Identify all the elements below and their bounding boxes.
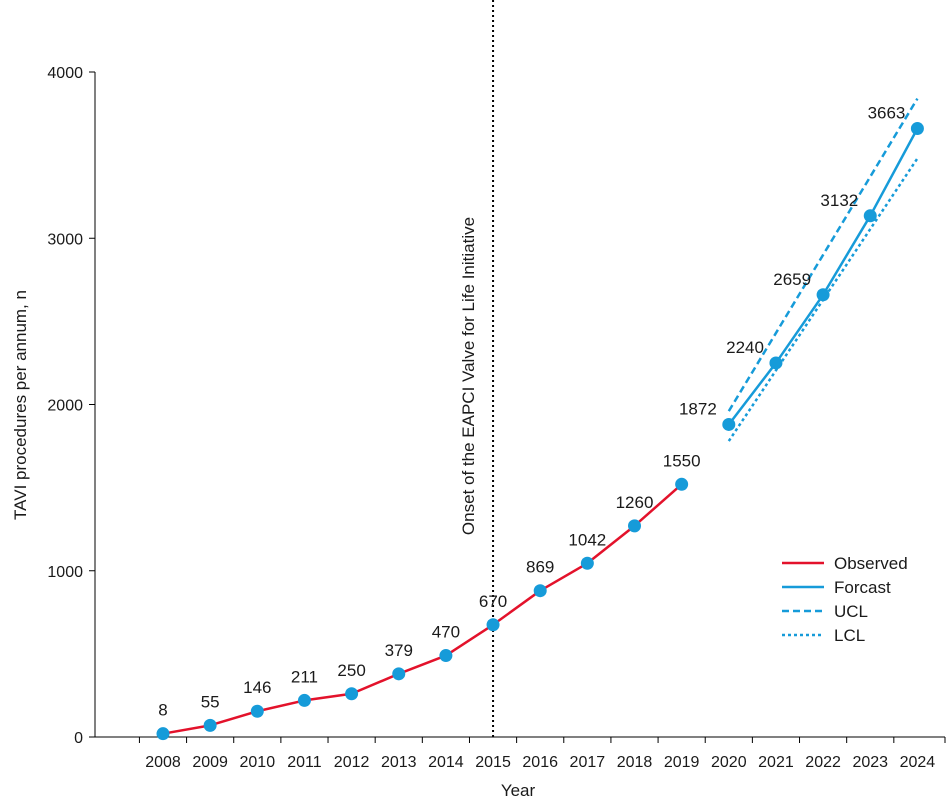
data-label: 250 bbox=[337, 661, 365, 680]
x-tick-label: 2022 bbox=[805, 754, 841, 771]
x-tick-label: 2011 bbox=[287, 754, 322, 771]
legend-label: LCL bbox=[834, 626, 865, 645]
x-tick-label: 2014 bbox=[428, 754, 464, 771]
data-point bbox=[156, 727, 170, 741]
x-tick-label: 2009 bbox=[192, 754, 228, 771]
data-label: 211 bbox=[291, 667, 318, 686]
data-point bbox=[628, 519, 641, 533]
data-point bbox=[250, 704, 264, 718]
data-label: 2659 bbox=[773, 270, 811, 289]
legend-label: Forcast bbox=[834, 578, 891, 597]
annotation-layer: Onset of the EAPCI Valve for Life Initia… bbox=[459, 0, 495, 737]
series-line-ucl bbox=[727, 97, 919, 412]
y-tick-label: 2000 bbox=[47, 398, 83, 415]
x-axis-title: Year bbox=[501, 781, 536, 800]
data-label: 146 bbox=[243, 678, 271, 697]
x-tick-label: 2020 bbox=[711, 754, 747, 771]
y-axis-title: TAVI procedures per annum, n bbox=[11, 290, 30, 520]
data-label: 470 bbox=[432, 623, 460, 642]
axes: 0 1000 2000 3000 4000 2008 2009 2010 2011 2012 201… bbox=[47, 65, 946, 771]
data-label: 670 bbox=[479, 592, 507, 611]
data-label: 1042 bbox=[568, 530, 606, 549]
y-tick-label: 3000 bbox=[47, 231, 83, 248]
x-tick-label: 2017 bbox=[570, 754, 606, 771]
annotation-label: Onset of the EAPCI Valve for Life Initia… bbox=[459, 217, 478, 535]
data-point bbox=[297, 693, 311, 707]
legend: Observed Forcast UCL LCL bbox=[782, 554, 908, 645]
data-point bbox=[203, 718, 217, 732]
x-tick-label: 2013 bbox=[381, 754, 417, 771]
data-point bbox=[392, 667, 406, 681]
data-labels-layer: 8 55 146 211 250 379 470 670 869 1042 1260 1550 1872… bbox=[158, 104, 905, 720]
series-layer bbox=[156, 97, 924, 741]
data-point bbox=[533, 584, 547, 598]
legend-label: UCL bbox=[834, 602, 868, 621]
data-point bbox=[769, 356, 783, 370]
data-label: 2240 bbox=[726, 338, 764, 357]
data-point bbox=[486, 618, 500, 632]
x-tick-label: 2019 bbox=[664, 754, 700, 771]
x-tick-label: 2018 bbox=[617, 754, 653, 771]
legend-label: Observed bbox=[834, 554, 908, 573]
data-label: 8 bbox=[158, 701, 167, 720]
x-tick-label: 2021 bbox=[758, 754, 794, 771]
data-label: 55 bbox=[201, 692, 220, 711]
series-line-observed bbox=[162, 483, 683, 735]
data-point bbox=[722, 417, 736, 431]
data-label: 379 bbox=[385, 641, 413, 660]
x-tick-label: 2023 bbox=[852, 754, 888, 771]
x-tick-label: 2015 bbox=[475, 754, 511, 771]
data-label: 3663 bbox=[868, 104, 906, 123]
series-line-lcl bbox=[727, 157, 919, 442]
x-tick-label: 2010 bbox=[240, 754, 276, 771]
y-tick-label: 4000 bbox=[47, 65, 83, 82]
data-point bbox=[345, 687, 359, 701]
series-line-forcast bbox=[727, 127, 919, 426]
data-label: 869 bbox=[526, 558, 554, 577]
data-point bbox=[863, 209, 877, 223]
data-label: 3132 bbox=[820, 191, 858, 210]
y-tick-label: 0 bbox=[74, 730, 83, 747]
data-point bbox=[675, 477, 689, 491]
y-tick-label: 1000 bbox=[47, 564, 83, 581]
x-tick-label: 2012 bbox=[334, 754, 370, 771]
data-point bbox=[816, 288, 830, 302]
data-label: 1872 bbox=[679, 399, 717, 418]
x-tick-label: 2016 bbox=[522, 754, 558, 771]
data-point bbox=[580, 556, 594, 570]
data-label: 1260 bbox=[616, 493, 654, 512]
x-tick-label: 2008 bbox=[145, 754, 181, 771]
x-tick-label: 2024 bbox=[900, 754, 936, 771]
data-point bbox=[910, 122, 924, 136]
data-label: 1550 bbox=[663, 451, 701, 470]
data-point bbox=[439, 649, 453, 663]
